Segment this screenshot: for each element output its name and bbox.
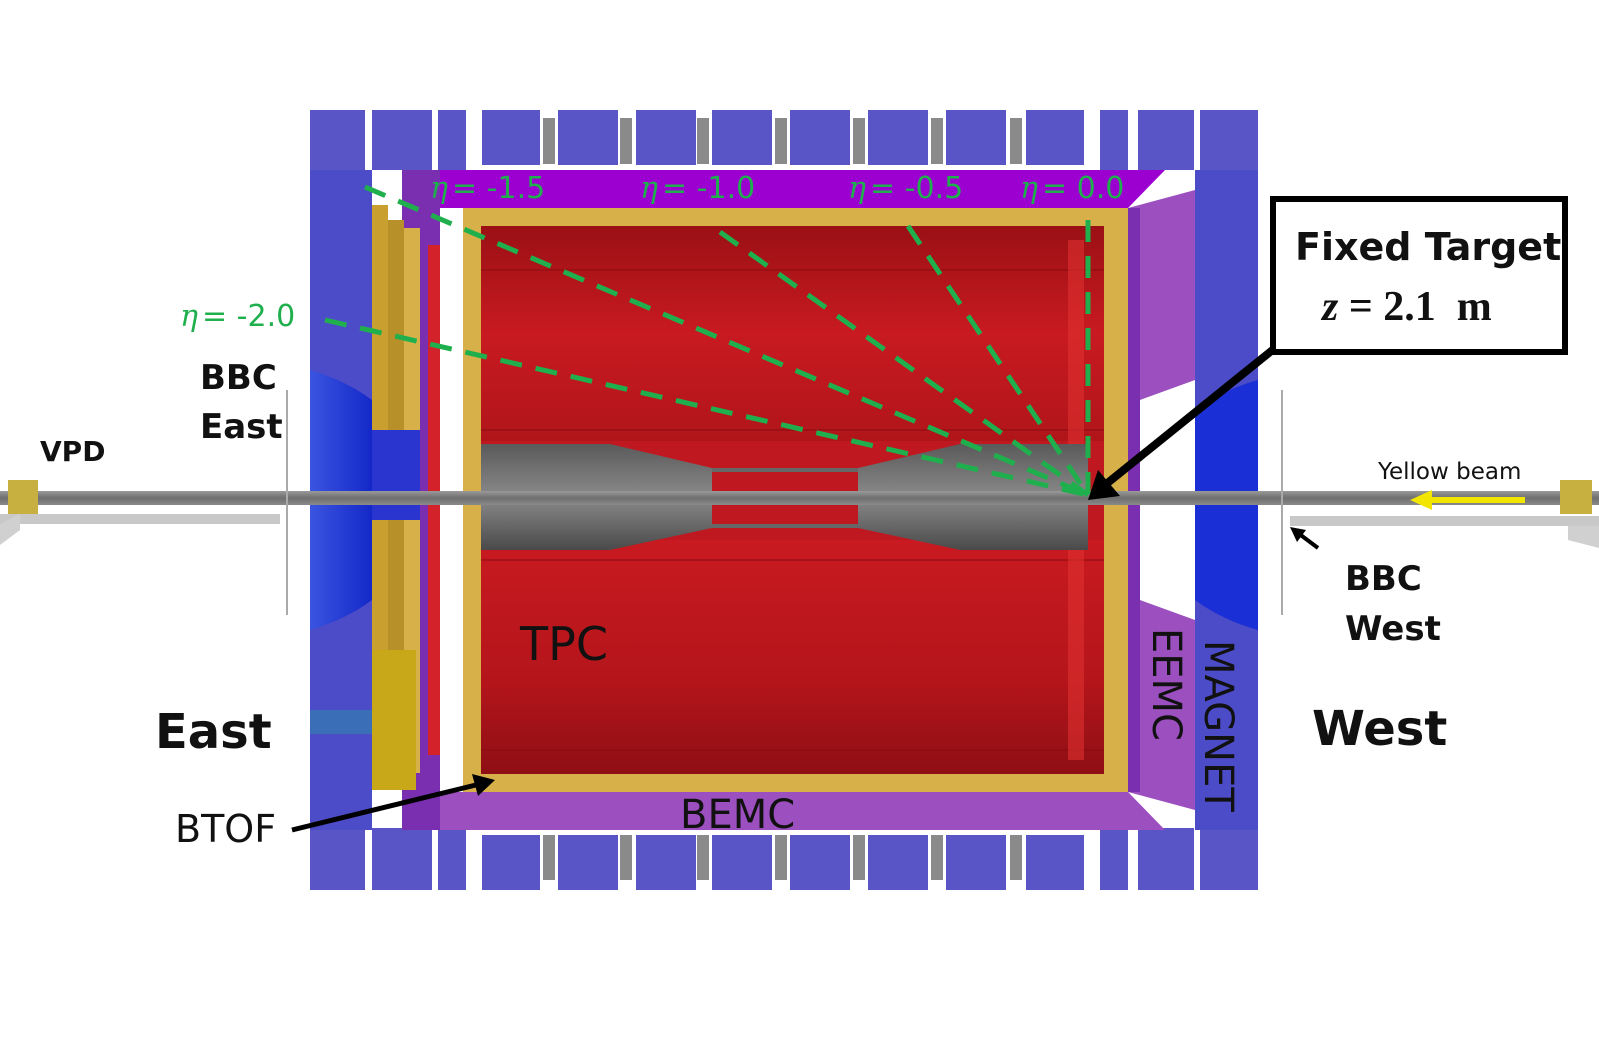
eta-line-1-5 bbox=[364, 184, 1089, 498]
west-label: West bbox=[1312, 701, 1447, 757]
vpd-west-detector bbox=[1560, 480, 1592, 514]
bbc-west-pointer-arrow bbox=[1290, 527, 1320, 550]
bbc-west-label-line1: BBC bbox=[1345, 559, 1422, 599]
eta-label-2-0: η = -2.0 bbox=[180, 299, 295, 334]
eta-line-1-0 bbox=[718, 229, 1090, 498]
eta-lines bbox=[324, 184, 1091, 498]
fixed-target-pointer-arrow bbox=[1088, 344, 1278, 500]
tpc-label: TPC bbox=[519, 617, 608, 671]
bemc-label: BEMC bbox=[680, 792, 795, 838]
beam-pipe bbox=[0, 390, 1599, 615]
eta-label-1-5: η = -1.5 bbox=[430, 171, 545, 206]
east-label: East bbox=[155, 704, 272, 760]
yellow-beam-arrow bbox=[1410, 490, 1525, 510]
bbc-east-label-line2: East bbox=[200, 407, 283, 447]
bbc-west-label-line2: West bbox=[1345, 609, 1441, 649]
eemc-label: EEMC bbox=[1143, 628, 1189, 741]
vpd-label: VPD bbox=[40, 435, 105, 468]
eta-label-0-5: η = -0.5 bbox=[848, 171, 963, 206]
fixed-target-position: z = 2.1 m bbox=[1320, 284, 1492, 330]
eta-label-1-0: η = -1.0 bbox=[640, 171, 755, 206]
fixed-target-title: Fixed Target bbox=[1295, 225, 1561, 269]
btof-pointer-arrow bbox=[291, 774, 495, 833]
eta-line-2-0 bbox=[324, 317, 1089, 498]
eta-line-0-5 bbox=[905, 224, 1091, 497]
magnet-label: MAGNET bbox=[1195, 640, 1241, 812]
bbc-east-label-line1: BBC bbox=[200, 358, 277, 398]
vpd-east-detector bbox=[8, 480, 38, 514]
fixed-target-callout: Fixed Target z = 2.1 m bbox=[1270, 196, 1568, 355]
btof-label: BTOF bbox=[175, 807, 276, 851]
eta-label-0-0: η = 0.0 bbox=[1020, 171, 1124, 206]
yellow-beam-label: Yellow beam bbox=[1377, 459, 1521, 485]
eta-labels: η = -2.0 η = -1.5 η = -1.0 η = -0.5 η = 0.0 bbox=[180, 171, 1124, 334]
